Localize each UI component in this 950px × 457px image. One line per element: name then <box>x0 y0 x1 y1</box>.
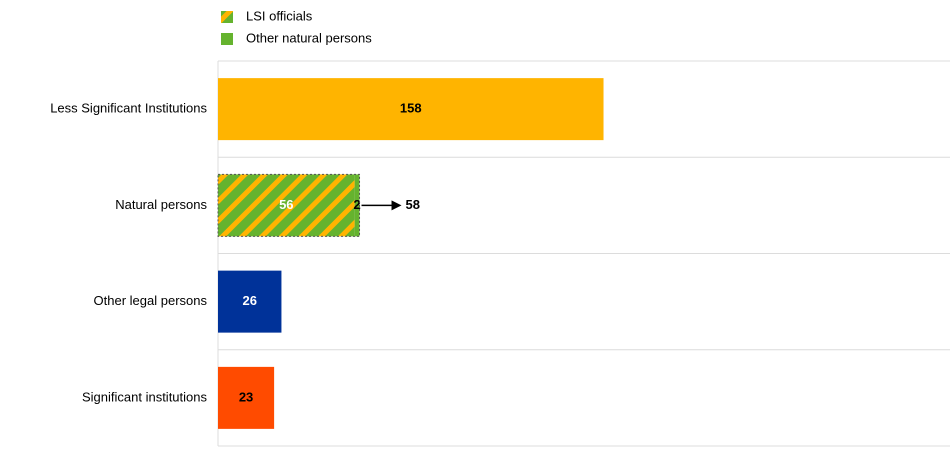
bar-outline <box>217 173 361 237</box>
y-tick-label: Other legal persons <box>94 293 208 308</box>
value-label: 56 <box>279 197 293 212</box>
legend-label: Other natural persons <box>246 30 372 45</box>
y-tick-label: Less Significant Institutions <box>50 101 207 116</box>
value-label: 26 <box>242 293 256 308</box>
value-label: 23 <box>239 389 253 404</box>
y-tick-label: Significant institutions <box>82 389 208 404</box>
bar-segment <box>354 174 360 237</box>
legend-swatch <box>221 11 233 23</box>
bar <box>218 270 282 333</box>
legend-swatch <box>221 33 233 45</box>
bar <box>218 78 604 141</box>
value-label: 2 <box>353 197 360 212</box>
y-tick-label: Natural persons <box>115 197 207 212</box>
value-label: 158 <box>400 101 422 116</box>
bar <box>218 366 275 429</box>
total-label: 58 <box>406 197 420 212</box>
bar-segment <box>218 174 355 237</box>
legend-label: LSI officials <box>246 8 313 23</box>
